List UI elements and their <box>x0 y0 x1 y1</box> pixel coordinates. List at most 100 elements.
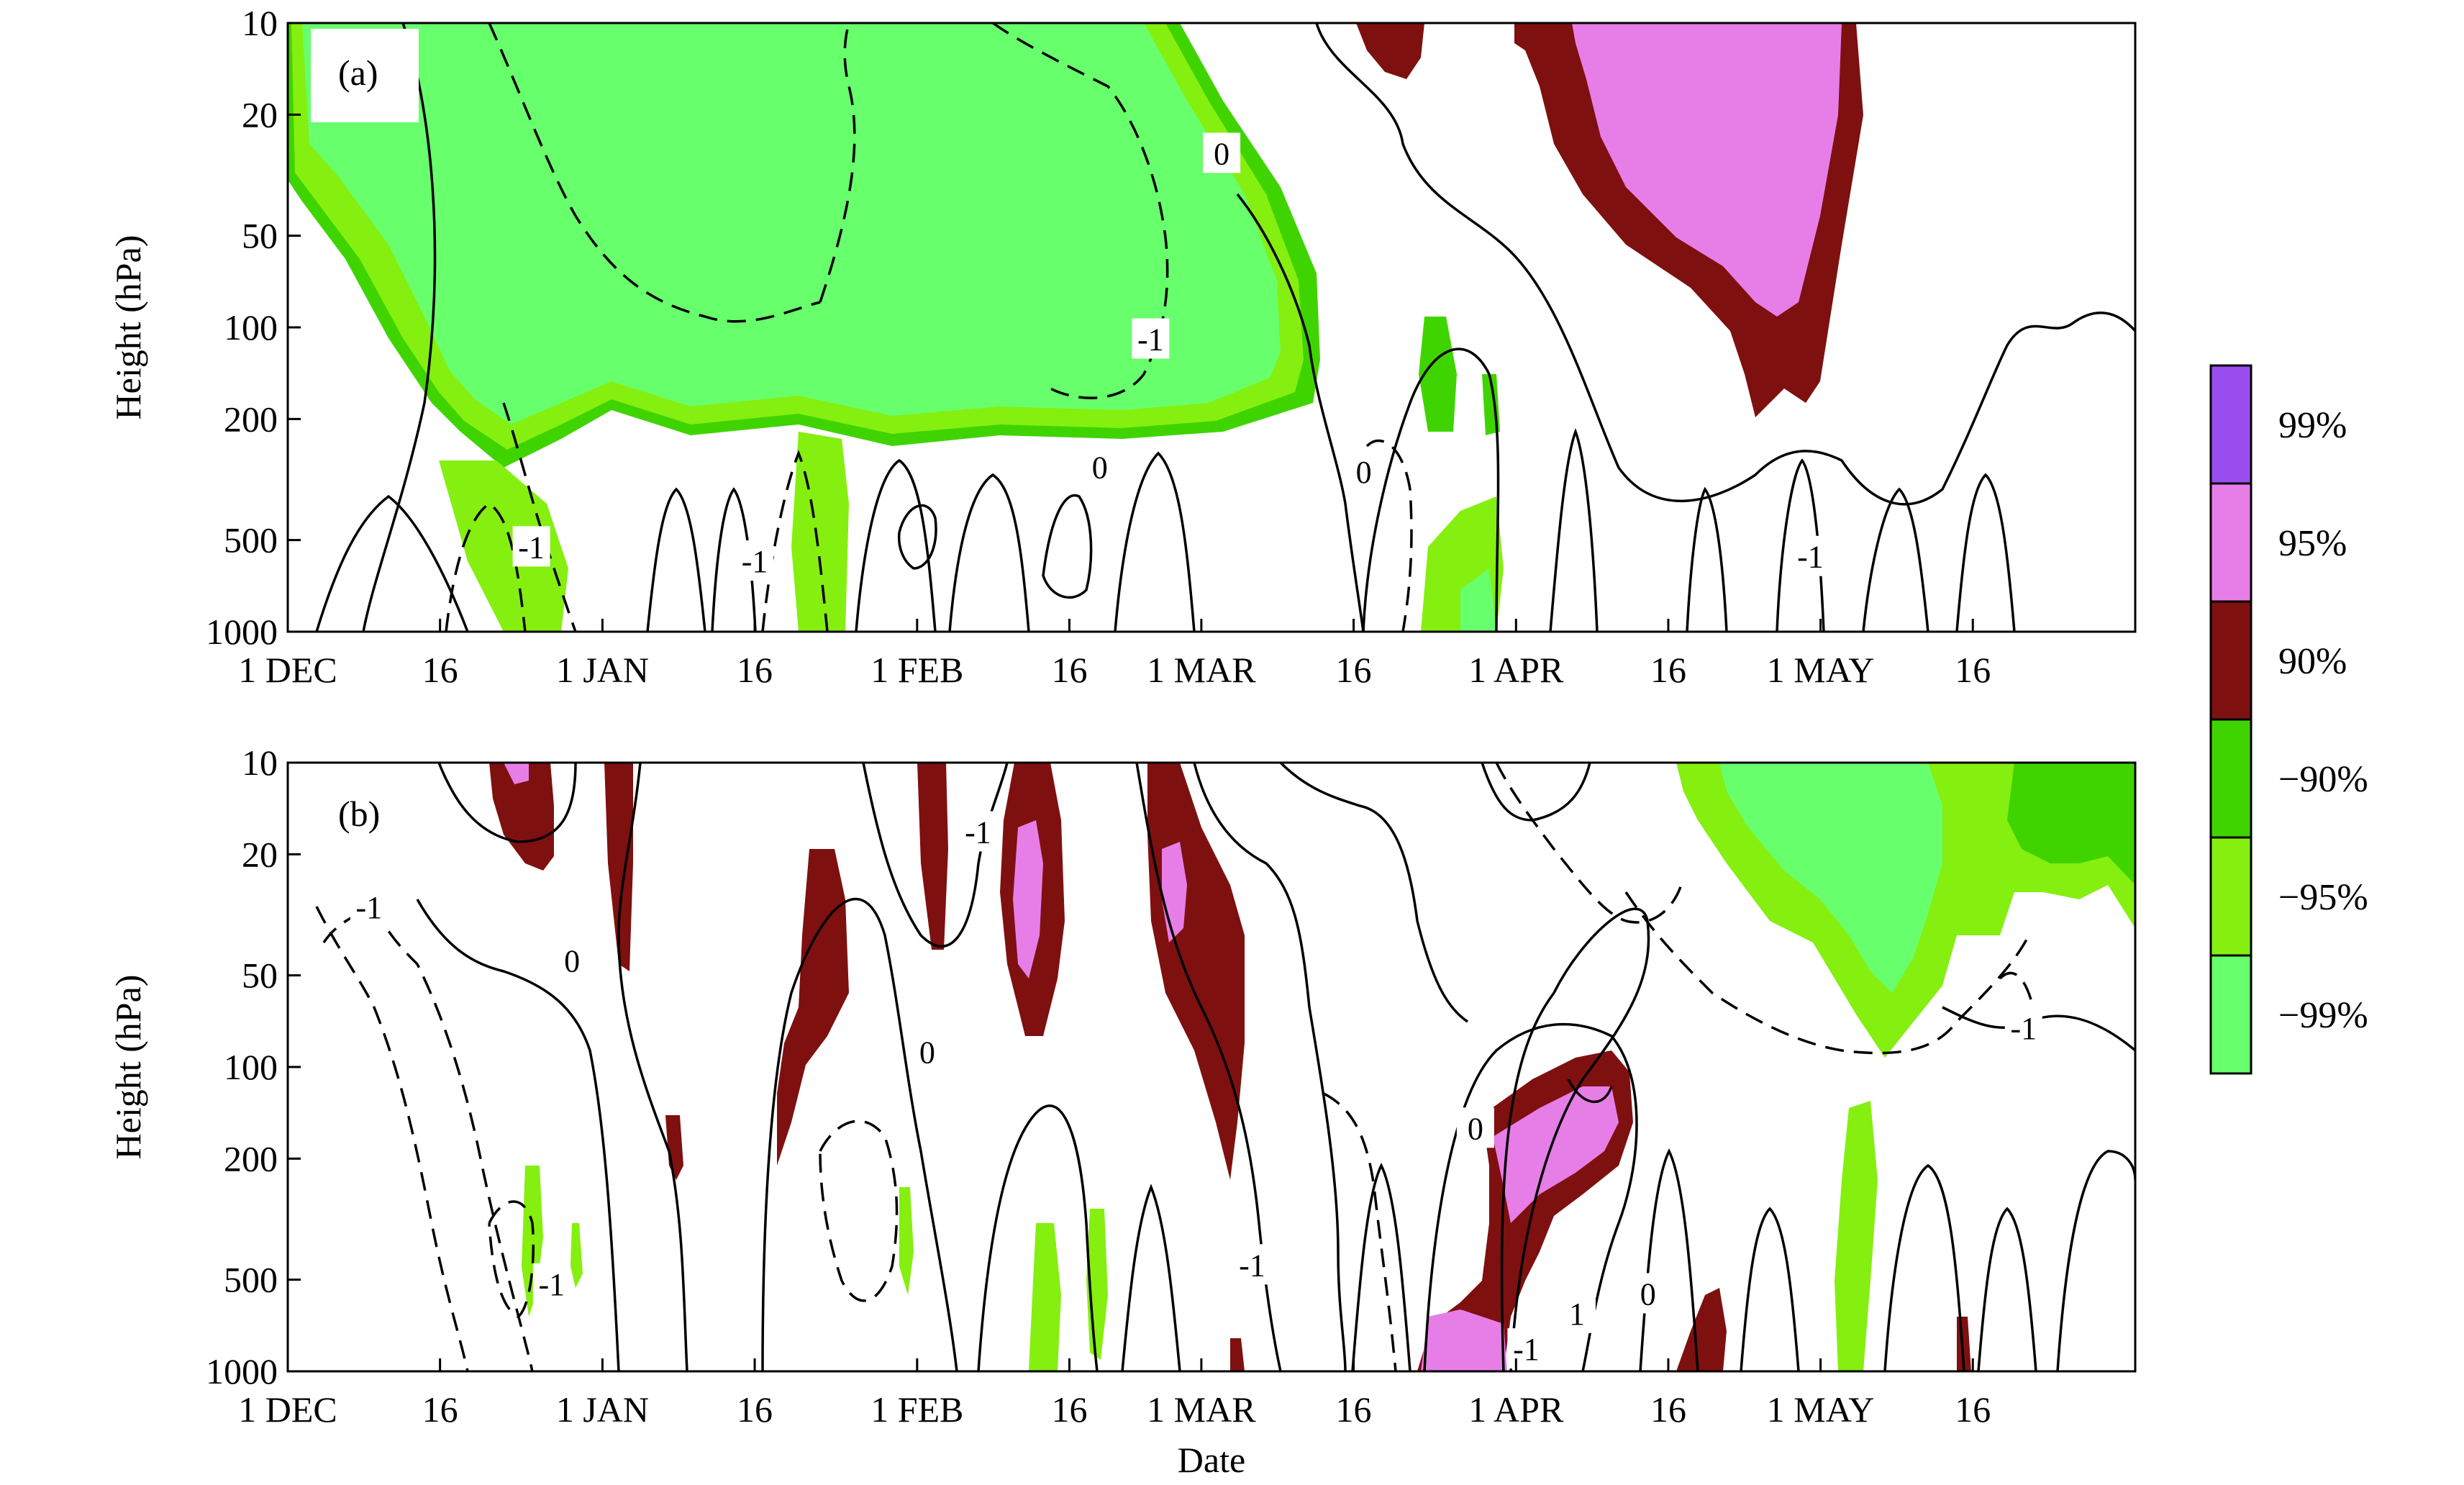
contour-line <box>1955 473 2016 632</box>
contour-label-bg <box>1345 450 1383 491</box>
contour-line <box>315 906 469 1371</box>
x-tick-label: 16 <box>737 650 773 690</box>
contour-label-text: 0 <box>564 943 580 978</box>
contour-line <box>1114 451 1196 632</box>
contour-line <box>488 23 821 323</box>
contour-label-bg <box>1629 1273 1667 1314</box>
contour-label: -1 <box>1132 318 1170 359</box>
contour-label: -1 <box>532 1263 570 1304</box>
contour-line <box>488 1200 535 1319</box>
panel-a-contour-labels: 0 -1 0 0 -1 -1 -1 <box>512 132 1829 581</box>
panel-b-pos90-region <box>777 849 849 1166</box>
contour-label-bg <box>2004 1007 2042 1048</box>
contour-line <box>1495 763 1685 924</box>
contour-label-bg <box>959 811 997 852</box>
x-tick-label: 16 <box>1650 650 1686 690</box>
y-tick-label: 50 <box>242 955 278 996</box>
contour-label-text: -1 <box>2010 1011 2037 1046</box>
y-tick-label: 10 <box>242 3 278 43</box>
contour-line <box>1977 1207 2037 1371</box>
legend-label: −90% <box>2278 759 2368 800</box>
legend-label: 99% <box>2278 405 2347 446</box>
contour-label-text: -1 <box>539 1267 565 1302</box>
contour-label-text: -1 <box>742 544 768 579</box>
y-tick-label: 50 <box>242 216 278 256</box>
x-tick-label: 16 <box>422 650 458 690</box>
contour-label-bg <box>1456 1107 1494 1148</box>
contour-line <box>1686 486 1728 632</box>
panel-b-contours-dashed <box>315 763 2037 1371</box>
panel-b-neg95-patch <box>1029 1223 1061 1371</box>
contour-label-text: 1 <box>1569 1296 1585 1332</box>
legend-label: −95% <box>2278 877 2368 918</box>
contour-line <box>761 897 958 1371</box>
contour-line <box>1481 763 1591 822</box>
contour-line <box>1279 763 1468 1023</box>
y-tick-label: 500 <box>224 1260 278 1300</box>
contour-line <box>416 899 620 1371</box>
panel-a-contours-solid <box>315 23 2135 632</box>
contour-line <box>977 1104 1099 1371</box>
legend-label: 90% <box>2278 641 2347 682</box>
contour-line <box>1999 971 2037 1022</box>
legend-label: 95% <box>2278 523 2347 564</box>
panel-b-neg95-patch <box>570 1223 583 1288</box>
contour-label-text: 0 <box>1356 455 1372 490</box>
x-tick-label: 1 MAY <box>1767 650 1875 690</box>
contour-label: 0 <box>1203 132 1241 173</box>
contour-label-bg <box>1203 132 1241 173</box>
panel-b-contour-labels: 0 -1 0 -1 0 -1 0 -1 1 -1 -1 <box>350 811 2042 1369</box>
y-tick-label: 1000 <box>206 612 278 652</box>
y-tick-label: 20 <box>242 94 278 135</box>
legend: 99% 95% 90% −90% −95% −99% <box>2209 364 2368 1075</box>
panel-b-contours-solid <box>416 763 2135 1371</box>
contour-line <box>1883 1163 1965 1371</box>
panel-b-xlabel: Date <box>1178 1440 1245 1480</box>
y-tick-label: 20 <box>242 834 278 874</box>
panel-a-pos90-patch <box>1356 23 1424 79</box>
contour-line <box>1135 763 1282 1371</box>
panel-a-pos95-region <box>1572 23 1842 317</box>
contour-line <box>1351 1163 1411 1371</box>
legend-swatch <box>2209 600 2252 721</box>
contour-line <box>445 501 527 632</box>
x-tick-label: 1 DEC <box>238 1389 337 1430</box>
contour-line <box>1042 494 1093 599</box>
contour-label-text: 0 <box>1468 1111 1483 1146</box>
y-tick-label: 200 <box>224 1138 278 1179</box>
x-tick-label: 16 <box>1336 1389 1372 1430</box>
panel-b-pos95-region <box>1013 820 1043 978</box>
contour-line <box>617 763 688 1371</box>
contour-line <box>1567 1078 1613 1104</box>
y-tick-label: 1000 <box>206 1351 278 1391</box>
x-tick-label: 1 FEB <box>870 650 963 690</box>
y-tick-label: 500 <box>224 520 278 560</box>
panel-b-pos90-region <box>1676 1288 1727 1371</box>
contour-label-bg <box>1558 1292 1596 1333</box>
contour-label-bg <box>350 886 388 927</box>
contour-line <box>1740 1207 1800 1371</box>
contour-label-text: -1 <box>965 814 991 850</box>
legend-swatch <box>2209 954 2252 1075</box>
legend-swatch <box>2209 482 2252 603</box>
panel-a-shading: 0 -1 0 0 -1 -1 -1 <box>288 23 2135 632</box>
contour-label: 0 <box>1345 450 1383 491</box>
contour-label-text: -1 <box>1797 540 1824 575</box>
panel-a-tag: (a) <box>338 53 378 93</box>
contour-label: -1 <box>1233 1244 1271 1285</box>
contour-label-bg <box>1791 535 1829 576</box>
panel-b-tag: (b) <box>338 794 380 834</box>
legend-swatch <box>2209 718 2252 839</box>
panel-a-neg99-patch <box>1460 568 1496 632</box>
contour-line <box>1323 1092 1397 1371</box>
panel-b-shading: 0 -1 0 -1 0 -1 0 -1 1 -1 -1 <box>315 763 2135 1371</box>
contour-label-bg <box>1507 1328 1545 1369</box>
panel-b-pos95-region <box>1493 1086 1619 1223</box>
contour-line <box>1549 428 1599 632</box>
contour-label: -1 <box>736 540 774 581</box>
panel-a-neg90-patch <box>1419 317 1457 432</box>
contour-line <box>991 23 1169 399</box>
contour-label-text: 0 <box>1214 136 1229 171</box>
contour-label-text: -1 <box>356 890 383 925</box>
panel-a-tag-box <box>311 29 419 122</box>
